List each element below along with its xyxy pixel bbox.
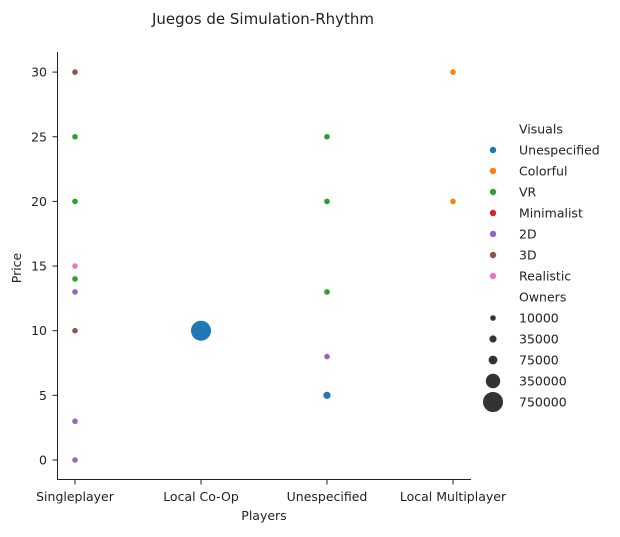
legend-marker bbox=[488, 250, 497, 259]
legend-marker bbox=[488, 187, 497, 196]
chart-title: Juegos de Simulation-Rhythm bbox=[151, 10, 374, 28]
data-point bbox=[190, 319, 212, 342]
y-tick-label: 5 bbox=[39, 388, 47, 403]
data-point bbox=[71, 133, 79, 141]
legend-label: Unespecified bbox=[519, 143, 600, 158]
legend-size-label: 10000 bbox=[519, 311, 559, 326]
legend-size-label: 350000 bbox=[519, 374, 567, 389]
legend-marker bbox=[488, 166, 497, 175]
data-point bbox=[71, 275, 79, 283]
legend-size-marker bbox=[487, 354, 499, 366]
y-tick-label: 25 bbox=[31, 129, 47, 144]
legend-size-label: 75000 bbox=[519, 353, 559, 368]
data-point bbox=[71, 68, 79, 76]
legend-marker bbox=[488, 208, 497, 217]
x-axis-label: Players bbox=[241, 508, 286, 523]
x-tick-label: Local Co-Op bbox=[163, 489, 239, 504]
legend-marker bbox=[488, 145, 497, 154]
legend-marker bbox=[488, 229, 497, 238]
data-point bbox=[71, 197, 79, 205]
legend-label: Colorful bbox=[519, 164, 567, 179]
data-point bbox=[322, 390, 332, 400]
data-point bbox=[323, 197, 331, 205]
x-ticks: Singleplayer Local Co-Op Unespecified Local… bbox=[36, 479, 507, 504]
y-tick-label: 20 bbox=[31, 194, 47, 209]
legend-size-marker bbox=[489, 314, 497, 322]
legend-label: Realistic bbox=[519, 269, 571, 284]
data-point bbox=[323, 288, 331, 296]
legend-size-title: Owners bbox=[519, 290, 566, 305]
legend-label: 2D bbox=[519, 227, 537, 242]
data-point bbox=[449, 68, 457, 76]
x-tick-label: Singleplayer bbox=[36, 489, 115, 504]
y-tick-label: 0 bbox=[39, 453, 47, 468]
y-tick-label: 30 bbox=[31, 65, 47, 80]
legend-size-marker bbox=[484, 372, 501, 389]
x-tick-label: Unespecified bbox=[287, 489, 368, 504]
plot-area bbox=[71, 68, 457, 464]
data-point bbox=[71, 327, 79, 335]
legend-label: Minimalist bbox=[519, 206, 583, 221]
legend: Visuals Unespecified Colorful VR Minimalist 2… bbox=[482, 122, 600, 413]
legend-label: VR bbox=[519, 185, 537, 200]
data-point bbox=[323, 133, 331, 141]
y-tick-label: 10 bbox=[31, 323, 47, 338]
data-point bbox=[449, 197, 457, 205]
x-tick-label: Local Multiplayer bbox=[400, 489, 507, 504]
legend-marker bbox=[488, 271, 497, 280]
data-point bbox=[71, 456, 79, 464]
legend-hue-title: Visuals bbox=[519, 122, 563, 137]
legend-size-label: 750000 bbox=[519, 395, 567, 410]
data-point bbox=[71, 288, 79, 296]
y-tick-label: 15 bbox=[31, 259, 47, 274]
data-point bbox=[323, 352, 331, 361]
data-point bbox=[71, 417, 79, 425]
data-point bbox=[71, 262, 79, 270]
y-axis-label: Price bbox=[9, 252, 24, 283]
legend-label: 3D bbox=[519, 248, 537, 263]
y-ticks: 0 5 10 15 20 25 30 bbox=[31, 65, 58, 468]
legend-size-marker bbox=[488, 334, 498, 344]
legend-size-marker bbox=[482, 391, 504, 413]
legend-size-label: 35000 bbox=[519, 332, 559, 347]
